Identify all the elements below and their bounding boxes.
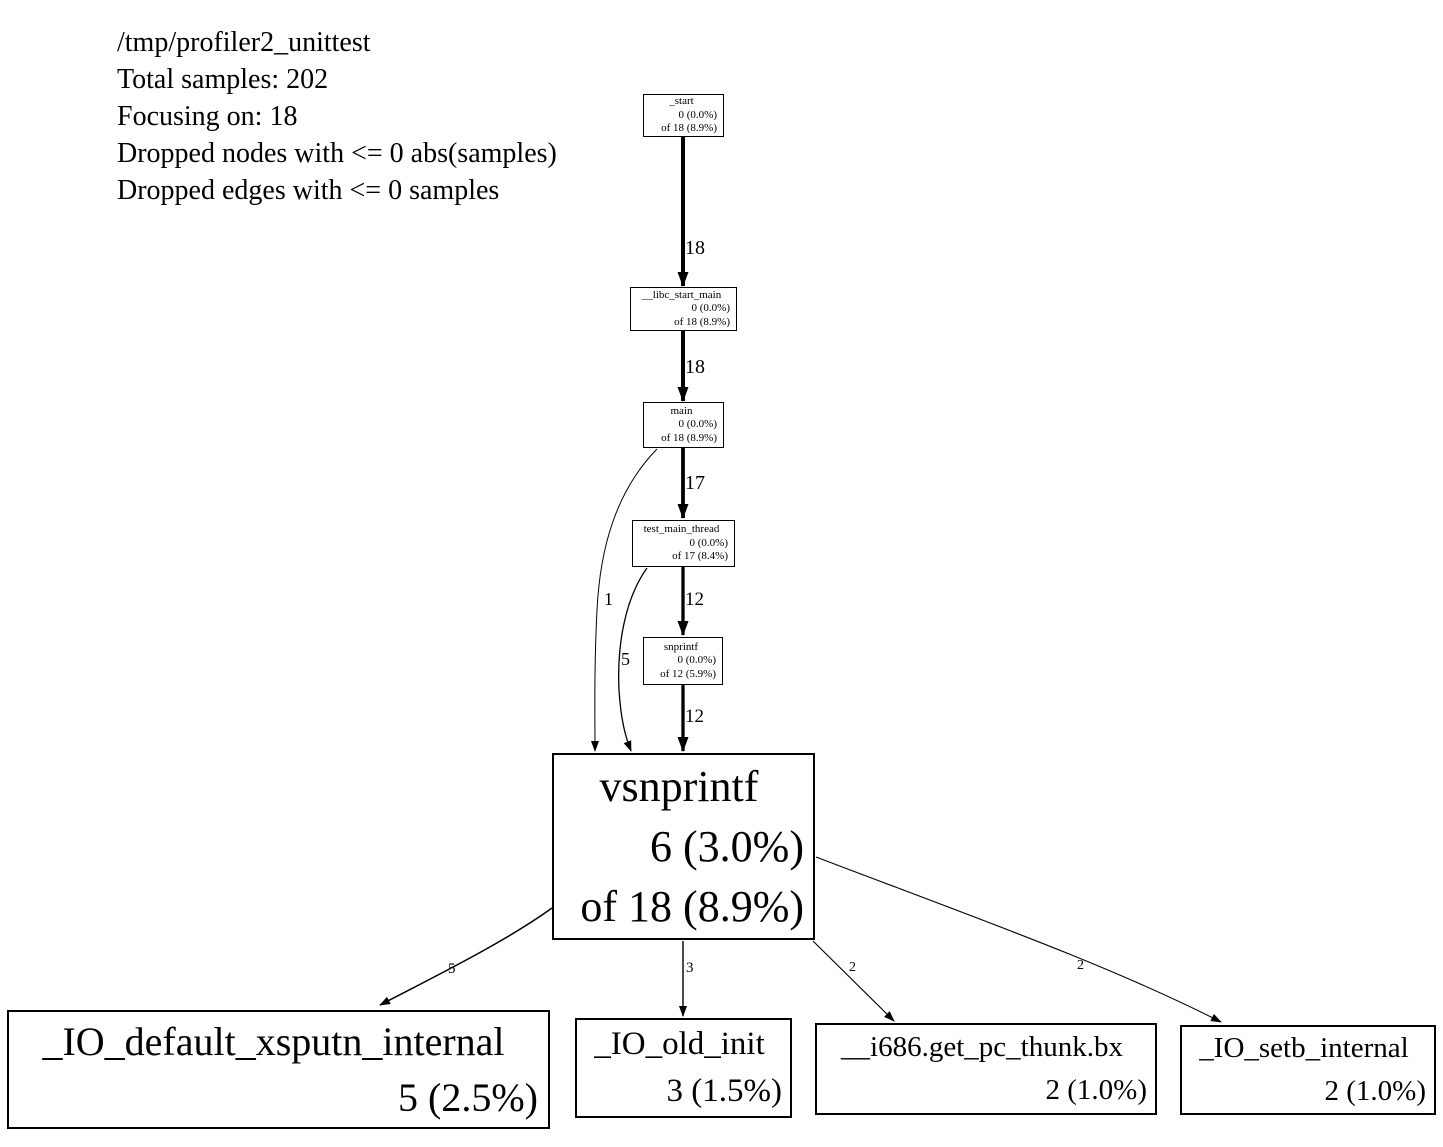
node-libc-name: __libc_start_main: [641, 288, 722, 301]
focusing-on-line: Focusing on: 18: [117, 101, 298, 132]
node-io-default-xsputn-internal: _IO_default_xsputn_internal 5 (2.5%): [7, 1010, 550, 1129]
edge-label-tmt-snprintf: 12: [685, 589, 704, 610]
node-io-old-init: _IO_old_init 3 (1.5%): [575, 1018, 792, 1118]
total-samples-line: Total samples: 202: [117, 64, 329, 95]
node-vsnprintf-total: of 18 (8.9%): [580, 881, 804, 931]
edge-label-libc-main: 18: [685, 356, 705, 378]
edge-label-vsnprintf-oldinit: 3: [686, 960, 694, 976]
edge-label-snprintf-vsnprintf: 12: [685, 706, 704, 727]
edge-label-vsnprintf-xsputn: 5: [448, 961, 456, 977]
edge-vsnprintf-to-setb: [815, 856, 1222, 1023]
profile-binary-path: /tmp/profiler2_unittest: [117, 27, 371, 58]
node-main-self: 0 (0.0%): [678, 418, 718, 431]
node-vsnprintf-name: vsnprintf: [599, 761, 759, 811]
node-i686-name: __i686.get_pc_thunk.bx: [841, 1031, 1123, 1063]
node-start-total: of 18 (8.9%): [661, 122, 717, 135]
dropped-nodes-line: Dropped nodes with <= 0 abs(samples): [117, 138, 557, 169]
node-test-main-thread: test_main_thread 0 (0.0%) of 17 (8.4%): [632, 520, 735, 567]
node-setb-self: 2 (1.0%): [1324, 1075, 1426, 1107]
node-oldinit-self: 3 (1.5%): [666, 1073, 782, 1109]
dropped-edges-line: Dropped edges with <= 0 samples: [117, 175, 500, 206]
node-snprintf-total: of 12 (5.9%): [660, 667, 716, 680]
node-snprintf: snprintf 0 (0.0%) of 12 (5.9%): [643, 637, 723, 685]
node-main-name: main: [670, 404, 693, 417]
node-oldinit-name: _IO_old_init: [594, 1026, 765, 1062]
edge-main-to-vsnprintf: [590, 448, 658, 752]
node-vsnprintf-self: 6 (3.0%): [650, 821, 804, 871]
node-libc-self: 0 (0.0%): [691, 302, 731, 315]
node-vsnprintf: vsnprintf 6 (3.0%) of 18 (8.9%): [552, 753, 815, 940]
edge-label-vsnprintf-setb: 2: [1077, 958, 1084, 973]
node-xsputn-name: _IO_default_xsputn_internal: [42, 1018, 505, 1064]
node-i686-self: 2 (1.0%): [1045, 1074, 1147, 1106]
edge-vsnprintf-to-xsputn: [379, 907, 553, 1006]
node-libc-start-main: __libc_start_main 0 (0.0%) of 18 (8.9%): [630, 287, 737, 331]
edge-label-start-libc: 18: [685, 237, 705, 259]
node-start-self: 0 (0.0%): [678, 108, 718, 121]
node-start-name: _start: [669, 95, 694, 108]
node-tmt-self: 0 (0.0%): [689, 536, 729, 549]
profile-summary: /tmp/profiler2_unittest Total samples: 2…: [117, 24, 557, 209]
node-i686-get-pc-thunk: __i686.get_pc_thunk.bx 2 (1.0%): [815, 1023, 1157, 1115]
node-snprintf-name: snprintf: [663, 640, 699, 653]
node-xsputn-self: 5 (2.5%): [398, 1074, 538, 1120]
node-setb-name: _IO_setb_internal: [1199, 1032, 1409, 1064]
node-main-total: of 18 (8.9%): [661, 431, 717, 444]
edge-label-tmt-vsnprintf: 5: [621, 649, 630, 669]
edge-vsnprintf-to-i686: [812, 940, 895, 1022]
node-start: _start 0 (0.0%) of 18 (8.9%): [643, 94, 724, 137]
node-tmt-name: test_main_thread: [643, 523, 720, 536]
edge-label-vsnprintf-i686: 2: [849, 960, 856, 975]
edge-label-main-tmt: 17: [685, 472, 705, 494]
node-libc-total: of 18 (8.9%): [674, 315, 730, 328]
edge-label-main-vsnprintf: 1: [604, 589, 613, 609]
node-io-setb-internal: _IO_setb_internal 2 (1.0%): [1180, 1025, 1436, 1115]
node-snprintf-self: 0 (0.0%): [677, 654, 717, 667]
node-main: main 0 (0.0%) of 18 (8.9%): [643, 402, 724, 448]
node-tmt-total: of 17 (8.4%): [672, 550, 728, 563]
edge-testmainthread-to-vsnprintf: [618, 567, 648, 752]
